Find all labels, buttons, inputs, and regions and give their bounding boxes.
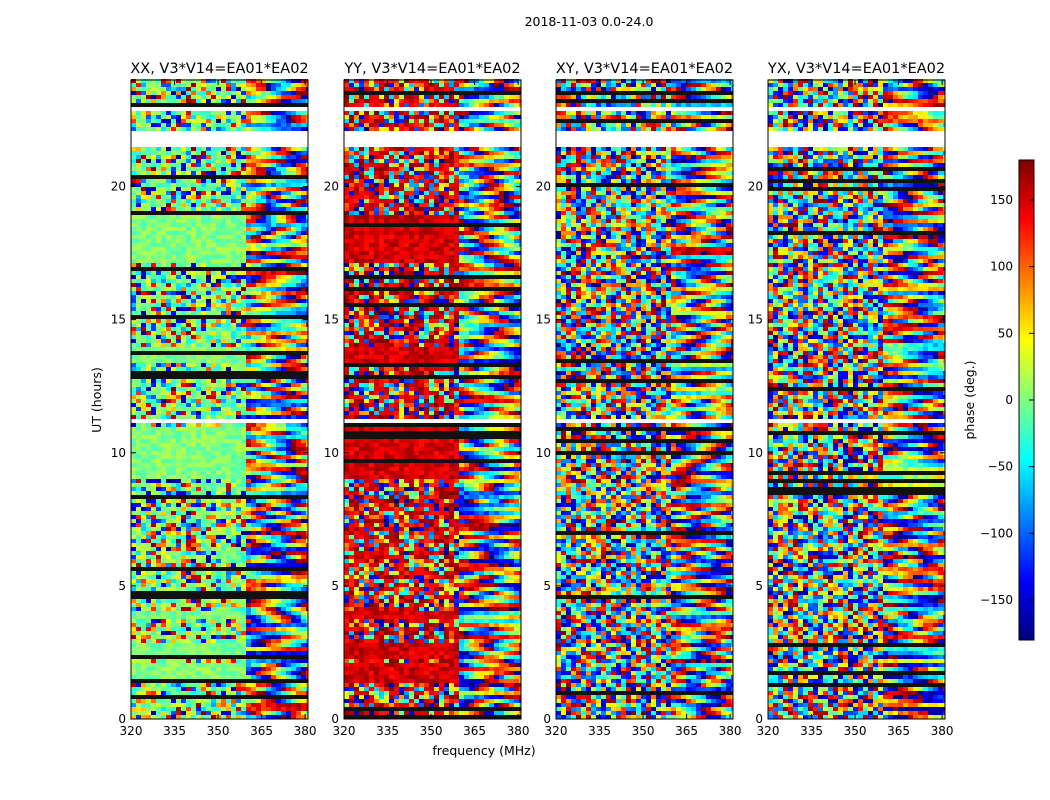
y-tick-label: 0 [755,712,763,726]
panel-3: XY, V3*V14=EA01*EA02 320 335 350 365 380 0 5 10 1… [536,61,742,738]
x-tick-label: 350 [207,724,230,738]
panel-title: YY, V3*V14=EA01*EA02 [343,61,520,77]
y-tick-label: 5 [331,579,339,593]
colorbar-tick-label: −150 [980,593,1013,607]
y-tick-label: 20 [536,180,551,194]
x-tick-label: 380 [294,724,317,738]
y-tick-label: 15 [536,313,551,327]
y-tick-label: 10 [748,446,763,460]
x-tick-label: 320 [545,724,568,738]
colorbar-tick-label: −50 [988,460,1013,474]
panel-frame [555,79,734,720]
colorbar: 150 100 50 0 −50 −100 −150 phase (deg.) [962,159,1035,641]
y-tick-label: 15 [748,313,763,327]
x-tick-label: 365 [250,724,273,738]
x-tick-label: 335 [376,724,399,738]
y-tick-label: 20 [748,180,763,194]
y-tick-label: 10 [536,446,551,460]
x-tick-label: 365 [463,724,486,738]
y-tick-label: 20 [324,180,339,194]
x-tick-label: 335 [163,724,186,738]
phase-heatmap [344,79,521,719]
phase-heatmap [556,79,733,719]
y-tick-label: 5 [755,579,763,593]
panel-4: YX, V3*V14=EA01*EA02 320 335 350 365 380 0 5 10 1… [748,61,954,738]
panels: XX, V3*V14=EA01*EA02 320 335 350 365 380 0 5 10 1… [111,61,954,738]
x-tick-label: 335 [800,724,823,738]
colorbar-tick-label: 150 [990,193,1013,207]
y-tick-label: 0 [543,712,551,726]
y-tick-label: 5 [118,579,126,593]
y-tick-label: 15 [324,313,339,327]
x-tick-label: 365 [887,724,910,738]
panel-frame [343,79,522,720]
y-tick-label: 10 [324,446,339,460]
colorbar-tick-label: 100 [990,260,1013,274]
x-tick-label: 350 [632,724,655,738]
panel-2: YY, V3*V14=EA01*EA02 320 335 350 365 380 0 5 10 1… [324,61,530,738]
colorbar-tick-label: 0 [1005,393,1013,407]
panel-1: XX, V3*V14=EA01*EA02 320 335 350 365 380 0 5 10 1… [111,61,317,738]
x-tick-label: 350 [844,724,867,738]
x-tick-label: 320 [757,724,780,738]
panel-title: YX, V3*V14=EA01*EA02 [767,61,945,77]
y-tick-label: 15 [111,313,126,327]
y-tick-label: 0 [331,712,339,726]
x-tick-label: 350 [420,724,443,738]
x-tick-label: 380 [931,724,954,738]
figure-suptitle: 2018-11-03 0.0-24.0 [525,14,654,29]
y-tick-label: 20 [111,180,126,194]
colorbar-label: phase (deg.) [962,361,977,440]
y-tick-label: 0 [118,712,126,726]
phase-heatmap [131,79,308,719]
x-tick-label: 320 [333,724,356,738]
colorbar-tick-label: −100 [980,526,1013,540]
panel-title: XY, V3*V14=EA01*EA02 [556,61,733,77]
panel-frame [130,79,309,720]
x-tick-label: 365 [675,724,698,738]
x-tick-label: 320 [120,724,143,738]
panel-title: XX, V3*V14=EA01*EA02 [130,61,308,77]
x-tick-label: 335 [588,724,611,738]
panel-frame [767,79,946,720]
y-tick-label: 5 [543,579,551,593]
phase-heatmap [768,79,945,719]
x-axis-label: frequency (MHz) [432,743,535,758]
colorbar-tick-label: 50 [998,326,1013,340]
x-tick-label: 380 [507,724,530,738]
y-axis-label: UT (hours) [89,367,104,433]
x-tick-label: 380 [719,724,742,738]
y-tick-label: 10 [111,446,126,460]
